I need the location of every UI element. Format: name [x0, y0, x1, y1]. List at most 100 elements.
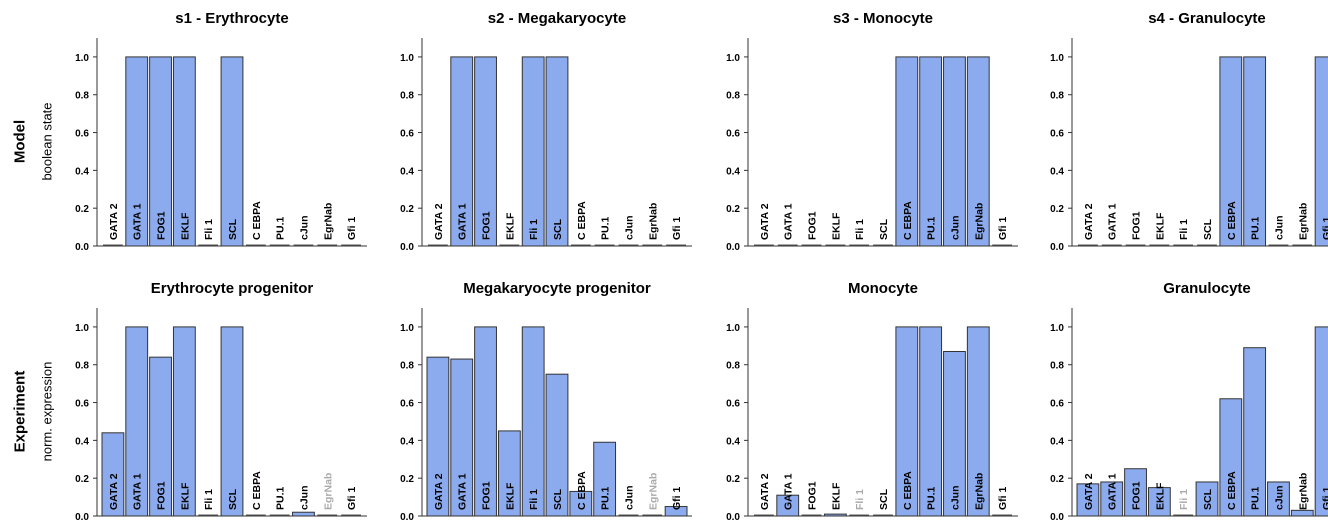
category-label: SCL: [227, 488, 239, 510]
bar-gata2: [426, 356, 450, 517]
bar-cebpa: [569, 490, 593, 517]
category-label: SCL: [552, 218, 564, 240]
bar-pu.1: [919, 326, 943, 517]
category-label: Gfi 1: [346, 217, 358, 240]
bar-eklf: [497, 430, 521, 517]
category-label: GATA 2: [108, 203, 120, 240]
bar-scl: [545, 373, 569, 517]
bar-pu.1: [919, 56, 943, 247]
category-label: Fli 1: [854, 219, 866, 240]
y-tick-label: 0.6: [75, 129, 89, 140]
y-tick-label: 0.8: [1050, 91, 1064, 102]
panel-title: Monocyte: [848, 280, 918, 297]
category-label: GATA 1: [132, 473, 144, 510]
category-label: EgrNab: [973, 203, 985, 240]
y-tick-label: 0.2: [726, 474, 740, 485]
panel-8: Granulocyte 0.0 0.2 0.4 0.6 0.8 1.0 GATA 2 GATA …: [1050, 280, 1328, 522]
category-label: Fli 1: [1178, 219, 1190, 240]
category-label: EgrNab: [647, 473, 659, 510]
y-tick-label: 0.4: [400, 436, 414, 447]
category-label: C EBPA: [902, 471, 914, 510]
category-label: PU.1: [275, 486, 287, 510]
category-label: Gfi 1: [1321, 487, 1328, 510]
category-label: EgrNab: [1297, 203, 1309, 240]
category-label: SCL: [1202, 218, 1214, 240]
category-label: GATA 1: [783, 203, 795, 240]
bar-cebpa: [895, 326, 919, 517]
panel-1: s1 - Erythrocyte 0.0 0.2 0.4 0.6 0.8 1.0 GATA 2…: [75, 10, 367, 253]
category-label: GATA 1: [457, 203, 469, 240]
bar-scl: [1195, 481, 1219, 517]
panel-2: s2 - Megakaryocyte 0.0 0.2 0.4 0.6 0.8 1.0 GATA…: [400, 10, 692, 253]
category-label: GATA 2: [433, 203, 445, 240]
category-label: GATA 2: [759, 203, 771, 240]
category-label: cJun: [298, 485, 310, 510]
category-label: C EBPA: [576, 201, 588, 240]
category-label: GATA 1: [457, 473, 469, 510]
category-label: EKLF: [1154, 482, 1166, 510]
y-tick-label: 0.8: [726, 91, 740, 102]
category-label: Fli 1: [203, 489, 215, 510]
y-tick-label: 0.8: [75, 91, 89, 102]
bar-fog1: [474, 326, 497, 517]
bar-egrnab: [966, 326, 990, 517]
category-label: C EBPA: [251, 201, 263, 240]
y-tick-label: 1.0: [75, 53, 89, 64]
bar-cjun: [292, 511, 315, 517]
category-label: PU.1: [926, 486, 938, 510]
bar-gata1: [125, 326, 149, 517]
category-label: Gfi 1: [671, 217, 683, 240]
category-label: Gfi 1: [997, 487, 1009, 510]
bar-pu.1: [1243, 56, 1267, 247]
y-tick-label: 0.4: [1050, 166, 1064, 177]
y-tick-label: 0.4: [75, 166, 89, 177]
category-label: cJun: [949, 215, 961, 240]
bar-cebpa: [1219, 398, 1243, 517]
y-tick-label: 0.0: [726, 242, 740, 253]
y-tick-label: 0.0: [75, 512, 89, 522]
y-tick-label: 0.2: [75, 474, 89, 485]
y-tick-label: 0.2: [75, 204, 89, 215]
category-label: PU.1: [600, 486, 612, 510]
category-label: EgrNab: [322, 473, 334, 510]
y-tick-label: 0.8: [75, 361, 89, 372]
bar-fli1: [521, 56, 545, 247]
category-label: EKLF: [830, 482, 842, 510]
bar-pu.1: [1243, 347, 1267, 517]
y-tick-label: 0.0: [726, 512, 740, 522]
category-label: cJun: [298, 215, 310, 240]
y-tick-label: 1.0: [1050, 53, 1064, 64]
bar-fog1: [1124, 468, 1147, 517]
bar-eklf: [172, 56, 196, 247]
category-label: EgrNab: [1297, 473, 1309, 510]
bar-gfi1: [1314, 326, 1328, 517]
category-label: FOG1: [1131, 481, 1143, 510]
y-tick-label: 0.0: [1050, 242, 1064, 253]
category-label: GATA 2: [1083, 203, 1095, 240]
category-label: FOG1: [481, 481, 493, 510]
category-label: GATA 2: [1083, 473, 1095, 510]
category-label: EKLF: [830, 212, 842, 240]
category-label: FOG1: [807, 211, 819, 240]
y-tick-label: 1.0: [400, 323, 414, 334]
bar-scl: [220, 326, 244, 517]
category-label: PU.1: [600, 216, 612, 240]
category-label: C EBPA: [576, 471, 588, 510]
y-tick-label: 0.0: [75, 242, 89, 253]
category-label: SCL: [227, 218, 239, 240]
category-label: GATA 2: [759, 473, 771, 510]
y-tick-label: 0.0: [1050, 512, 1064, 522]
category-label: EKLF: [179, 482, 191, 510]
category-label: Gfi 1: [1321, 217, 1328, 240]
bar-eklf: [172, 326, 196, 517]
bar-egrnab: [966, 56, 990, 247]
y-tick-label: 0.4: [75, 436, 89, 447]
y-tick-label: 0.6: [726, 399, 740, 410]
category-label: cJun: [1273, 215, 1285, 240]
category-label: Fli 1: [854, 489, 866, 510]
y-tick-label: 0.8: [1050, 361, 1064, 372]
category-label: cJun: [623, 485, 635, 510]
panel-3: s3 - Monocyte 0.0 0.2 0.4 0.6 0.8 1.0 GATA 2 GAT…: [726, 10, 1018, 253]
bar-gata1: [125, 56, 149, 247]
